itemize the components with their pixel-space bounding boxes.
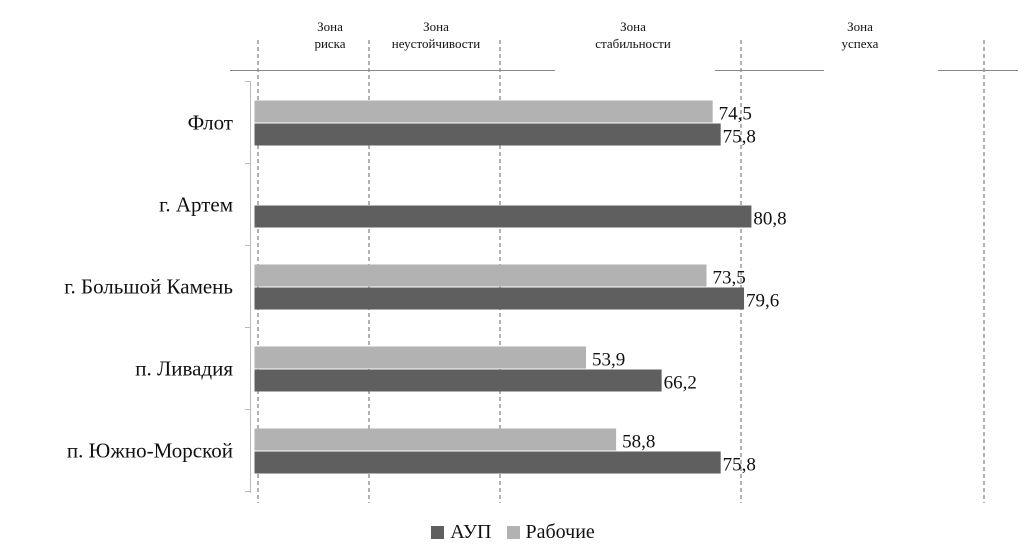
category-label-2: г. Большой Камень xyxy=(64,275,233,299)
category-label-3: п. Ливадия xyxy=(135,357,233,381)
legend-label-aup: АУП xyxy=(450,521,492,543)
zone-label-line2-2: стабильности xyxy=(595,36,671,51)
zone-label-line1-3: Зона xyxy=(847,19,873,34)
bar-workers-0 xyxy=(254,100,713,123)
data-label-workers-3: 53,9 xyxy=(592,350,625,371)
legend: АУП Рабочие xyxy=(0,521,1026,545)
bar-chart: Зона риска Зона неустойчивости Зона стабильно… xyxy=(64,19,1018,503)
data-label-workers-2: 73,5 xyxy=(713,268,746,289)
zone-label-line1-2: Зона xyxy=(620,19,646,34)
legend-item-aup: АУП xyxy=(431,521,492,544)
legend-item-workers: Рабочие xyxy=(506,521,595,544)
bar-workers-2 xyxy=(254,264,707,287)
data-label-aup-1: 80,8 xyxy=(753,209,786,230)
legend-swatch-workers xyxy=(506,526,520,539)
category-label-1: г. Артем xyxy=(159,193,233,217)
bars xyxy=(254,100,752,474)
legend-swatch-aup xyxy=(431,526,445,539)
category-label-0: Флот xyxy=(188,111,233,135)
zone-label-line2-3: успеха xyxy=(842,36,879,51)
bar-workers-3 xyxy=(254,346,586,369)
legend-label-workers: Рабочие xyxy=(525,521,595,543)
zone-label-line2-1: неустойчивости xyxy=(392,36,480,51)
data-label-aup-0: 75,8 xyxy=(723,127,756,148)
data-label-workers-4: 58,8 xyxy=(622,432,655,453)
data-label-aup-2: 79,6 xyxy=(746,291,779,312)
data-labels: 74,575,880,873,579,653,966,258,875,8 xyxy=(592,104,787,476)
category-label-4: п. Южно-Морской xyxy=(67,439,233,463)
zone-label-line2-0: риска xyxy=(314,36,345,51)
bar-workers-4 xyxy=(254,428,617,451)
zone-labels: Зона риска Зона неустойчивости Зона стабильно… xyxy=(314,19,878,51)
data-label-workers-0: 74,5 xyxy=(719,104,752,125)
bar-aup-0 xyxy=(254,123,721,146)
bar-aup-2 xyxy=(254,287,745,310)
data-label-aup-3: 66,2 xyxy=(664,373,697,394)
category-axis xyxy=(245,81,251,493)
bar-aup-1 xyxy=(254,205,752,228)
bar-aup-3 xyxy=(254,369,662,392)
zone-label-line1-0: Зона xyxy=(317,19,343,34)
data-label-aup-4: 75,8 xyxy=(723,455,756,476)
bar-aup-4 xyxy=(254,451,721,474)
category-labels: Флот г. Артем г. Большой Камень п. Ливадия п… xyxy=(64,111,233,463)
zone-label-line1-1: Зона xyxy=(423,19,449,34)
